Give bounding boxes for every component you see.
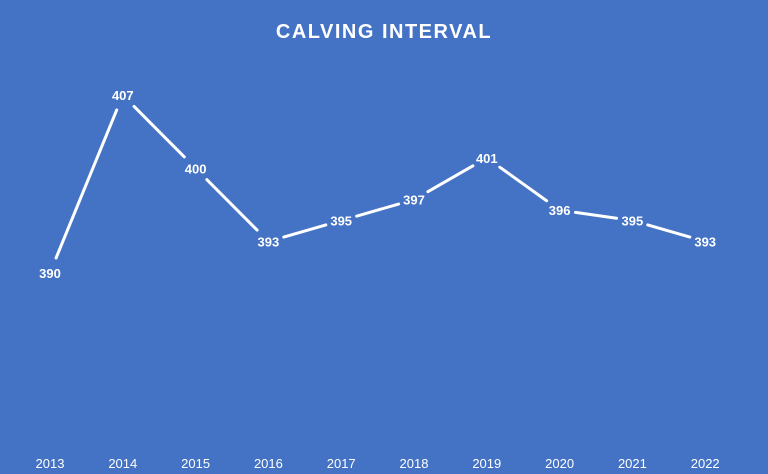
- x-tick-2022: 2022: [691, 456, 720, 471]
- line-segment-2017-2018: [355, 202, 401, 218]
- drop-lines: [49, 103, 706, 440]
- data-label-2016: 393: [258, 234, 280, 249]
- data-label-2021: 395: [622, 214, 644, 229]
- line-segment-2014-2015: [132, 104, 186, 159]
- data-label-2013: 390: [39, 266, 61, 281]
- line-segment-2016-2017: [282, 223, 328, 239]
- x-tick-2017: 2017: [327, 456, 356, 471]
- x-tick-2015: 2015: [181, 456, 210, 471]
- line-segment-2020-2021: [573, 210, 619, 220]
- chart-title: CALVING INTERVAL: [276, 21, 492, 43]
- x-tick-2016: 2016: [254, 456, 283, 471]
- x-tick-2021: 2021: [618, 456, 647, 471]
- data-label-2019: 401: [476, 151, 498, 166]
- data-label-2014: 407: [112, 88, 134, 103]
- data-label-2015: 400: [185, 161, 207, 176]
- line-segment-2018-2019: [426, 164, 475, 194]
- line-segment-2019-2020: [498, 165, 549, 203]
- series-line: [54, 104, 692, 260]
- x-tick-2014: 2014: [108, 456, 137, 471]
- data-label-2018: 397: [403, 193, 425, 208]
- line-segment-2015-2016: [205, 178, 259, 232]
- data-label-2017: 395: [330, 214, 352, 229]
- x-tick-2018: 2018: [400, 456, 429, 471]
- x-tick-2020: 2020: [545, 456, 574, 471]
- data-label-2020: 396: [549, 203, 571, 218]
- line-segment-2013-2014: [54, 108, 119, 260]
- data-labels: 390 407 400 393 395 397 401 396 395 393: [39, 88, 716, 281]
- x-tick-2019: 2019: [472, 456, 501, 471]
- data-label-2022: 393: [694, 234, 716, 249]
- line-segment-2021-2022: [646, 223, 692, 239]
- x-tick-2013: 2013: [36, 456, 65, 471]
- x-axis-tick-labels: 2013 2014 2015 2016 2017 2018 2019 2020 2021 2022: [36, 456, 720, 471]
